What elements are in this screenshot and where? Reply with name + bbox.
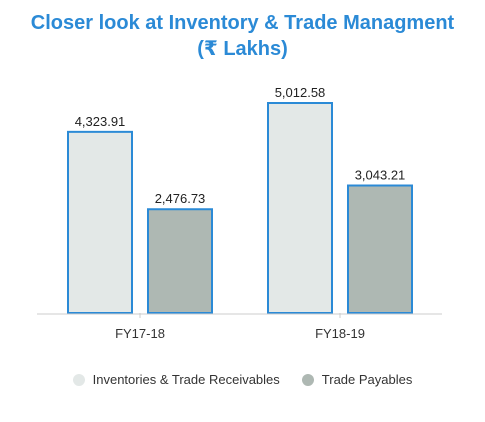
bar-FY17-18-series-2 [147, 208, 213, 314]
legend-item-series-1: Inventories & Trade Receivables [72, 372, 280, 387]
bar-FY17-18-series-1 [67, 130, 133, 314]
x-tick-label-FY17-18: FY17-18 [115, 326, 165, 341]
title-line-2: (₹ Lakhs) [197, 38, 288, 60]
legend-swatch-series-2 [301, 373, 314, 386]
legend-swatch-series-1 [72, 373, 85, 386]
data-label-FY17-18-series-1: 4,323.91 [75, 114, 126, 129]
bar-FY18-19-series-2 [347, 184, 413, 314]
legend-item-series-2: Trade Payables [301, 372, 413, 387]
legend-label-series-2: Trade Payables [321, 372, 413, 387]
data-label-FY18-19-series-2: 3,043.21 [355, 168, 406, 183]
x-tick-label-FY18-19: FY18-19 [315, 326, 365, 341]
bar-FY18-19-series-1 [267, 102, 333, 314]
chart-legend: Inventories & Trade Receivables Trade Pa… [0, 372, 485, 387]
title-line-1: Closer look at Inventory & Trade Managme… [30, 12, 455, 34]
data-label-FY18-19-series-1: 5,012.58 [275, 85, 326, 100]
legend-label-series-1: Inventories & Trade Receivables [92, 372, 280, 387]
chart-title: Closer look at Inventory & Trade Managme… [0, 10, 485, 62]
data-label-FY17-18-series-2: 2,476.73 [155, 191, 206, 206]
